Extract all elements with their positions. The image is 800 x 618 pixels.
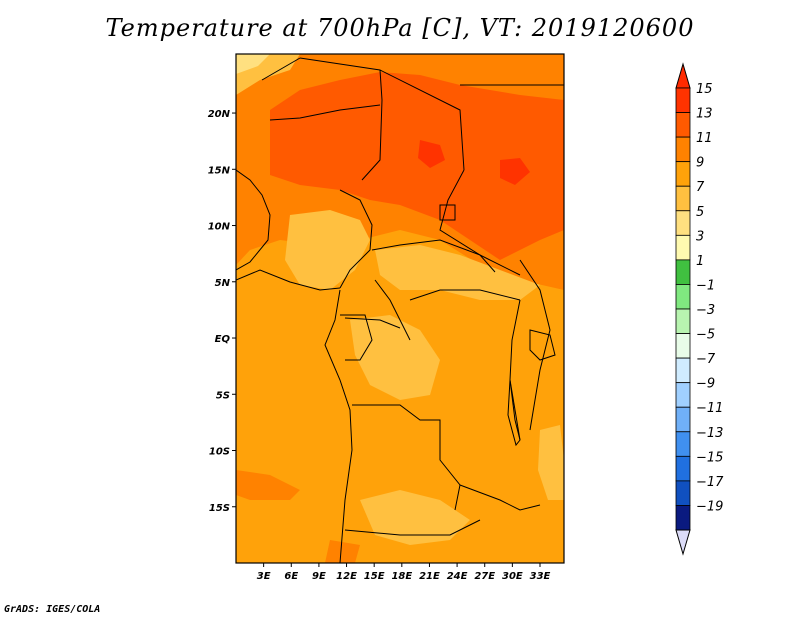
colorbar-segment xyxy=(675,87,691,113)
lon-tick-label: 9E xyxy=(312,571,326,582)
border-gulf-guinea xyxy=(236,269,341,291)
lat-tick-label: EQ xyxy=(215,334,231,345)
colorbar-label: 1 xyxy=(696,254,704,269)
colorbar-label: 9 xyxy=(696,156,704,171)
field-band-central xyxy=(375,245,540,300)
colorbar-label: 3 xyxy=(696,229,704,244)
lon-tick-label: 6E xyxy=(284,571,298,582)
field-hot-core xyxy=(270,72,564,260)
colorbar-label: −7 xyxy=(696,352,716,367)
border-chad xyxy=(439,169,496,273)
colorbar-segment xyxy=(675,505,691,531)
lon-tick-label: 33E xyxy=(530,571,551,582)
colorbar-segment xyxy=(675,161,691,187)
border-algeria xyxy=(361,69,383,181)
lat-tick-label: 15N xyxy=(208,165,231,176)
border-coast-west xyxy=(236,169,271,271)
border-lake-chad xyxy=(439,204,456,221)
colorbar-segment xyxy=(675,382,691,408)
border-congo xyxy=(374,279,411,341)
border-sahara-2 xyxy=(299,57,465,171)
lat-tick-label: 5N xyxy=(215,278,231,289)
colorbar-label: 5 xyxy=(696,205,704,220)
lon-tick-label: 27E xyxy=(474,571,495,582)
field-nw-corner-light xyxy=(236,54,270,74)
colorbar-label: −5 xyxy=(696,328,715,343)
colorbar-label: 13 xyxy=(696,107,713,122)
colorbar-label: −19 xyxy=(696,499,723,514)
chart-title: Temperature at 700hPa [C], VT: 201912060… xyxy=(105,14,695,42)
lon-tick-label: 30E xyxy=(502,571,523,582)
field-hottest-spot xyxy=(418,140,445,168)
lon-tick-label: 15E xyxy=(364,571,385,582)
colorbar-label: −15 xyxy=(696,450,723,465)
map-frame xyxy=(235,53,565,564)
field-band-east xyxy=(538,425,564,500)
colorbar-label: −13 xyxy=(696,426,723,441)
country-borders xyxy=(236,57,564,563)
border-coast-sw xyxy=(324,289,353,563)
border-tanganyika xyxy=(507,379,521,447)
colorbar-segment xyxy=(675,357,691,384)
colorbar-label: −9 xyxy=(696,377,715,392)
colorbar-segment xyxy=(675,234,691,261)
colorbar-segment xyxy=(675,308,691,334)
colorbar: 15 13 11 9 7 5 3 1 −1 −3 −5 −7 −9 −11 −13 −15 −17 −19 xyxy=(675,62,724,556)
border-nigeria xyxy=(339,189,373,289)
lat-tick-label: 10N xyxy=(208,222,231,233)
lat-tick-label: 20N xyxy=(208,109,231,120)
colorbar-segment xyxy=(675,136,691,163)
colorbar-segment xyxy=(675,185,691,212)
lon-axis: 3E 6E 9E 12E 15E 18E 21E 24E 27E 30E 33E xyxy=(257,563,551,582)
colorbar-segment xyxy=(675,112,691,138)
border-drc-north xyxy=(409,289,521,301)
colorbar-segment xyxy=(675,333,691,359)
temperature-field xyxy=(236,54,564,563)
field-hottest-east xyxy=(500,158,530,185)
field-band-west xyxy=(285,210,370,290)
border-niger xyxy=(269,104,381,121)
colorbar-label: 11 xyxy=(696,131,713,146)
lat-tick-label: 5S xyxy=(216,390,230,401)
colorbar-label: −17 xyxy=(696,475,724,490)
field-band-south xyxy=(360,490,470,545)
border-lake-vic xyxy=(529,329,556,361)
colorbar-segment xyxy=(675,259,691,285)
colorbar-label: 7 xyxy=(696,180,705,195)
border-angola-south xyxy=(344,519,481,536)
border-sahara-1 xyxy=(261,57,301,81)
colorbar-segment xyxy=(675,431,691,457)
colorbar-segment xyxy=(675,284,691,310)
colorbar-segment xyxy=(675,406,691,433)
lat-axis: 20N 15N 10N 5N EQ 5S 10S 15S xyxy=(208,109,236,514)
colorbar-bottom-arrow xyxy=(675,529,691,556)
colorbar-segment xyxy=(675,480,691,506)
lon-tick-label: 18E xyxy=(391,571,412,582)
credit-text: GrADS: IGES/COLA xyxy=(4,604,101,615)
border-car xyxy=(371,239,521,276)
field-band-congo xyxy=(350,315,440,400)
lat-tick-label: 15S xyxy=(209,503,230,514)
colorbar-segment xyxy=(675,210,691,236)
colorbar-top-arrow xyxy=(675,62,691,89)
border-gabon xyxy=(340,314,373,361)
border-drc-west xyxy=(344,317,401,329)
lat-tick-label: 10S xyxy=(209,447,230,458)
border-zambia xyxy=(459,484,541,511)
lon-tick-label: 3E xyxy=(257,571,271,582)
field-warm-sw xyxy=(236,470,300,500)
field-warm-south xyxy=(325,540,360,563)
lon-tick-label: 24E xyxy=(447,571,468,582)
colorbar-label: −3 xyxy=(696,303,715,318)
lon-tick-label: 12E xyxy=(336,571,357,582)
lon-tick-label: 21E xyxy=(419,571,440,582)
colorbar-segment xyxy=(675,455,691,482)
colorbar-label: −11 xyxy=(696,401,723,416)
border-east-africa xyxy=(519,259,551,431)
colorbar-label: −1 xyxy=(696,278,715,293)
colorbar-label: 15 xyxy=(696,82,713,97)
